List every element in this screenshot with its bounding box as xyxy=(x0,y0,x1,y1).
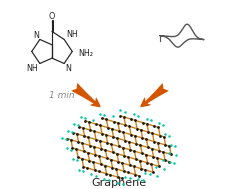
Text: N: N xyxy=(33,31,39,40)
Text: NH₂: NH₂ xyxy=(79,49,94,58)
Text: NH: NH xyxy=(66,30,78,39)
Text: O: O xyxy=(49,12,55,21)
Text: N: N xyxy=(65,64,71,73)
Text: Graphene: Graphene xyxy=(91,178,146,188)
Text: 1 min: 1 min xyxy=(49,91,75,100)
Text: NH: NH xyxy=(26,64,38,73)
